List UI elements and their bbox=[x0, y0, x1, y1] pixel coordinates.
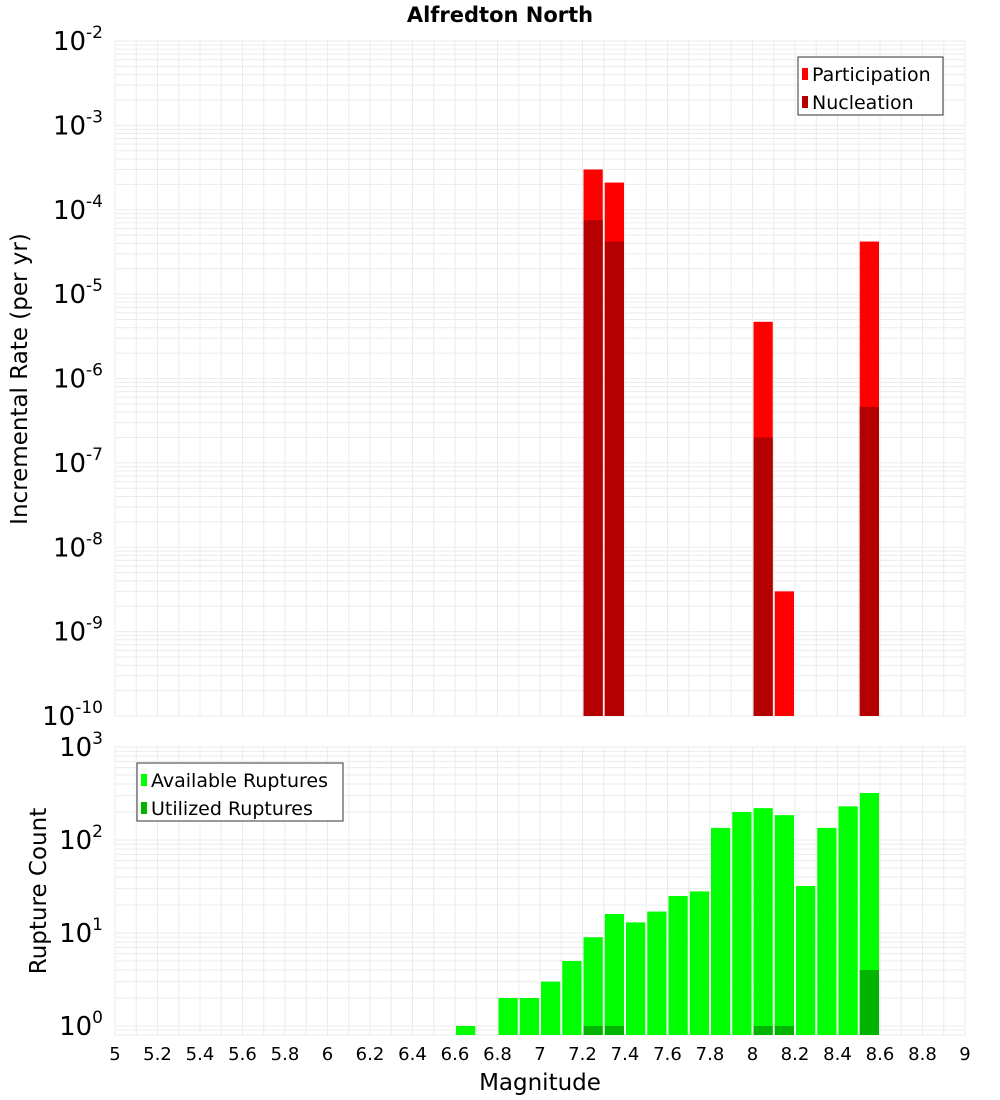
rate-legend-label: Participation bbox=[812, 64, 931, 86]
x-tick-label: 5.4 bbox=[186, 1044, 215, 1065]
rate-legend-box bbox=[797, 56, 944, 116]
rate-y-tick-label: 10-2 bbox=[53, 23, 103, 57]
rupture-count-axis-label: Rupture Count bbox=[26, 808, 52, 974]
rate-y-tick-label: 10-9 bbox=[53, 614, 103, 648]
series1-bar bbox=[647, 911, 667, 1035]
rate-legend-swatch bbox=[802, 96, 808, 108]
series1-bar bbox=[774, 815, 794, 1035]
rate-y-tick-label: 10-3 bbox=[53, 107, 103, 141]
series1-bar bbox=[562, 960, 582, 1035]
x-tick-label: 6.8 bbox=[483, 1044, 512, 1065]
series1-bar bbox=[668, 895, 688, 1035]
series1-bar bbox=[626, 922, 646, 1035]
series1-bar bbox=[689, 891, 709, 1035]
x-tick-label: 5.8 bbox=[271, 1044, 300, 1065]
series1-bar bbox=[774, 591, 794, 716]
x-tick-label: 7.4 bbox=[611, 1044, 640, 1065]
count-gridlines bbox=[114, 746, 966, 1036]
x-tick-label: 8.4 bbox=[823, 1044, 852, 1065]
series2-bar bbox=[859, 406, 879, 716]
x-tick-label: 8.8 bbox=[908, 1044, 937, 1065]
rate-y-tick-label: 10-10 bbox=[42, 698, 103, 732]
rate-axis-label: Incremental Rate (per yr) bbox=[7, 233, 33, 525]
rate-y-tick-label: 10-7 bbox=[53, 445, 103, 479]
x-tick-label: 9 bbox=[959, 1044, 970, 1065]
rate-bars bbox=[583, 169, 879, 717]
count-legend-swatch bbox=[141, 774, 147, 786]
count-bars bbox=[456, 793, 879, 1035]
series1-bar bbox=[838, 806, 858, 1035]
x-tick-label: 5.6 bbox=[228, 1044, 257, 1065]
rate-legend: Participation Nucleation bbox=[797, 56, 944, 116]
count-legend-label: Available Ruptures bbox=[151, 770, 328, 792]
rate-panel: 10-10 10-9 10-8 10-7 10-6 10-5 10-4 10-3 10-2 Par… bbox=[42, 23, 966, 732]
series1-bar bbox=[796, 886, 816, 1035]
rate-legend-swatch bbox=[802, 68, 808, 80]
series1-bar bbox=[456, 1025, 476, 1035]
count-panel: 100 101 102 103 5 5.2 5.4 5.6 5.8 6 6.2 6.4 6.6 6.8 7 7… bbox=[59, 729, 971, 1065]
count-y-tick-label: 102 bbox=[59, 822, 103, 856]
rate-legend-label: Nucleation bbox=[812, 92, 914, 114]
rate-y-tick-label: 10-4 bbox=[53, 192, 103, 226]
rate-y-tick-label: 10-6 bbox=[53, 361, 103, 395]
series1-bar bbox=[604, 914, 624, 1035]
series1-bar bbox=[583, 937, 603, 1035]
x-tick-label: 6.4 bbox=[398, 1044, 427, 1065]
series1-bar bbox=[711, 827, 731, 1035]
series1-bar bbox=[753, 808, 773, 1035]
x-tick-label: 7.8 bbox=[696, 1044, 725, 1065]
rate-y-tick-label: 10-8 bbox=[53, 529, 103, 563]
series2-bar bbox=[859, 969, 879, 1035]
x-tick-label: 7.2 bbox=[568, 1044, 597, 1065]
series2-bar bbox=[604, 241, 624, 717]
x-tick-label: 6.2 bbox=[356, 1044, 385, 1065]
rate-gridlines bbox=[114, 40, 966, 717]
count-y-tick-label: 101 bbox=[59, 915, 103, 949]
series2-bar bbox=[583, 1025, 603, 1035]
series1-bar bbox=[541, 981, 561, 1035]
series2-bar bbox=[604, 1025, 624, 1035]
magnitude-axis-label: Magnitude bbox=[479, 1070, 601, 1096]
count-legend: Available Ruptures Utilized Ruptures bbox=[136, 762, 344, 822]
series2-bar bbox=[774, 1025, 794, 1035]
series1-bar bbox=[498, 997, 518, 1035]
x-tick-label: 7.6 bbox=[653, 1044, 682, 1065]
count-legend-label: Utilized Ruptures bbox=[151, 798, 313, 820]
count-y-tick-label: 100 bbox=[59, 1008, 103, 1042]
series1-bar bbox=[817, 827, 837, 1035]
count-y-tick-label: 103 bbox=[59, 729, 103, 763]
chart-title: Alfredton North bbox=[407, 3, 593, 27]
x-tick-label: 8.2 bbox=[781, 1044, 810, 1065]
rate-y-tick-label: 10-5 bbox=[53, 276, 103, 310]
series2-bar bbox=[753, 1025, 773, 1035]
x-tick-label: 8.6 bbox=[866, 1044, 895, 1065]
count-legend-swatch bbox=[141, 802, 147, 814]
series2-bar bbox=[753, 437, 773, 716]
x-tick-label: 7 bbox=[534, 1044, 545, 1065]
x-tick-label: 5.2 bbox=[143, 1044, 172, 1065]
x-tick-label: 8 bbox=[747, 1044, 758, 1065]
x-tick-label: 6.6 bbox=[441, 1044, 470, 1065]
series2-bar bbox=[583, 220, 603, 717]
count-legend-box bbox=[136, 762, 344, 822]
series1-bar bbox=[519, 997, 539, 1035]
series1-bar bbox=[732, 812, 752, 1035]
x-tick-label: 6 bbox=[322, 1044, 333, 1065]
x-tick-label: 5 bbox=[109, 1044, 120, 1065]
